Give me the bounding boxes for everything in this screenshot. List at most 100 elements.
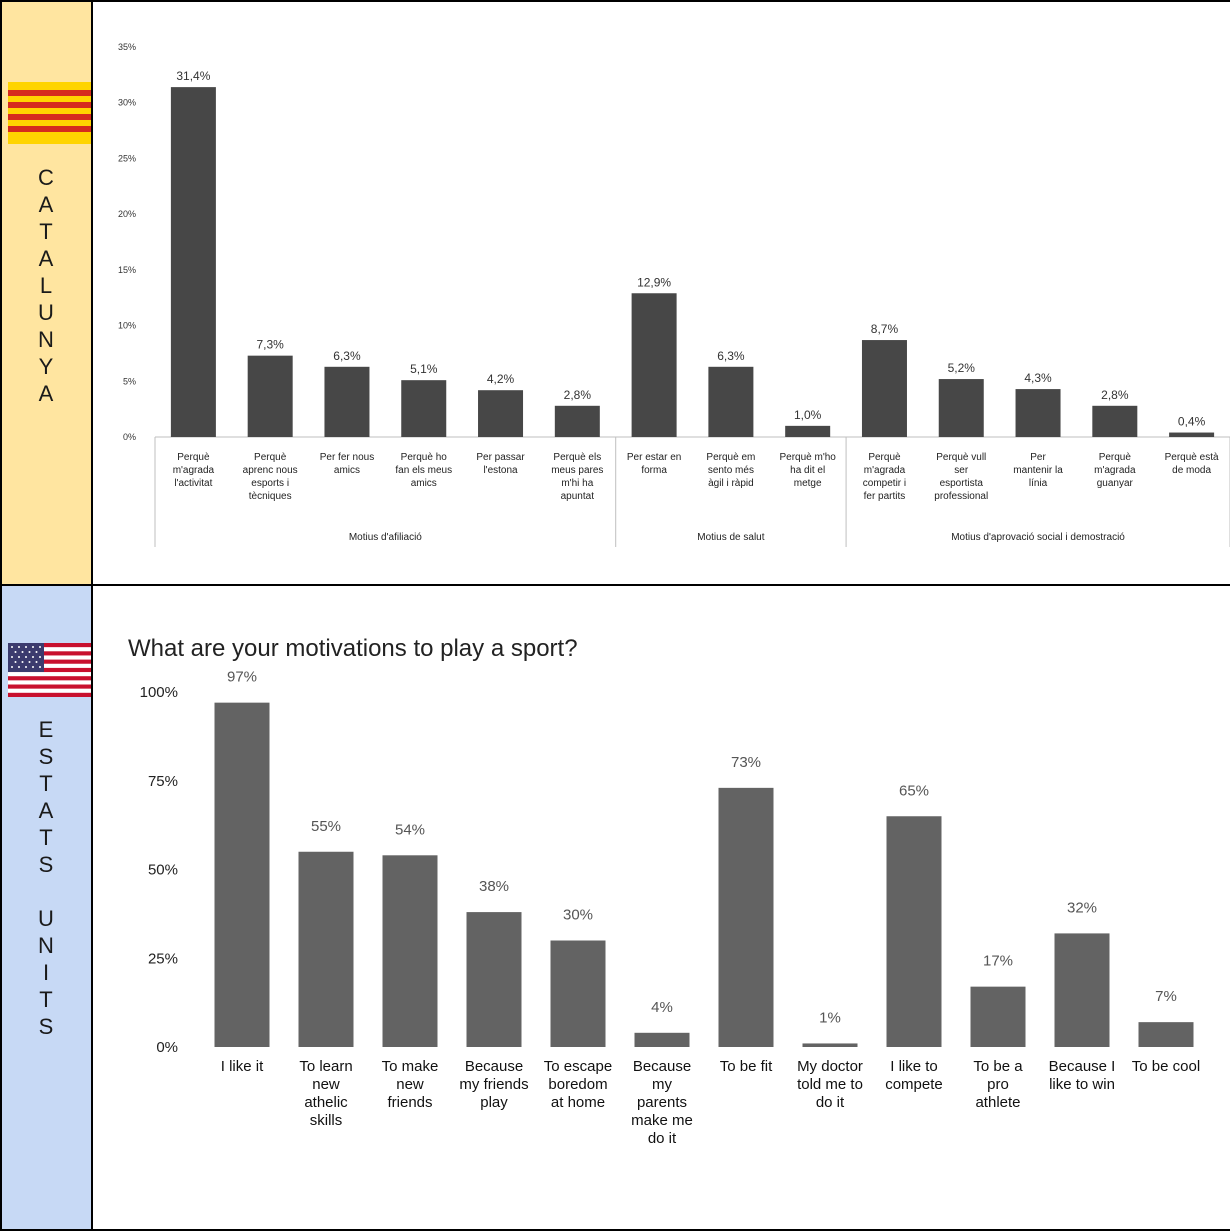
category-label: m'agrada (173, 465, 215, 476)
bar (478, 390, 524, 437)
usa-flag-icon (8, 643, 92, 697)
category-label: To learn (299, 1058, 352, 1075)
category-label: athelic (304, 1094, 348, 1111)
data-label: 4% (651, 999, 673, 1016)
bar (1054, 933, 1110, 1047)
bar (1092, 405, 1138, 437)
category-label: my friends (459, 1076, 528, 1093)
category-label: make me (631, 1112, 693, 1129)
category-label: like to win (1049, 1076, 1115, 1093)
bar (247, 355, 293, 437)
category-label: at home (551, 1094, 605, 1111)
data-label: 5,1% (410, 362, 438, 376)
category-label: skills (310, 1112, 343, 1129)
category-label: To be cool (1132, 1058, 1200, 1075)
bar (861, 340, 907, 437)
data-label: 5,2% (948, 361, 976, 375)
bar (298, 851, 354, 1047)
category-label: m'agrada (864, 465, 906, 476)
category-label: Per estar en (627, 452, 681, 463)
data-label: 54% (395, 821, 425, 838)
data-label: 0,4% (1178, 415, 1206, 429)
category-label: de moda (1172, 465, 1211, 476)
data-label: 97% (227, 669, 257, 686)
category-label: To be fit (720, 1058, 773, 1075)
category-label: l'activitat (174, 478, 212, 489)
group-label: Motius d'afiliació (349, 532, 422, 543)
y-tick-label: 35% (118, 42, 136, 52)
bar (631, 293, 677, 437)
category-label: play (480, 1094, 508, 1111)
data-label: 7% (1155, 988, 1177, 1005)
data-label: 30% (563, 907, 593, 924)
bar (1015, 389, 1061, 437)
data-label: 4,2% (487, 372, 515, 386)
data-label: 6,3% (717, 349, 745, 363)
bar (718, 787, 774, 1047)
y-tick-label: 75% (148, 773, 178, 790)
category-label: told me to (797, 1076, 863, 1093)
category-label: professional (934, 491, 988, 502)
category-label: fer partits (864, 491, 906, 502)
bar (886, 816, 942, 1047)
category-label: mantenir la (1013, 465, 1063, 476)
category-label: Because (465, 1058, 523, 1075)
y-tick-label: 0% (123, 432, 136, 442)
category-label: pro (987, 1076, 1009, 1093)
y-tick-label: 5% (123, 376, 136, 386)
category-label: àgil i ràpid (708, 478, 754, 489)
category-label: Perquè (868, 452, 901, 463)
bar (324, 366, 370, 437)
column-divider (91, 0, 93, 1231)
data-label: 38% (479, 878, 509, 895)
category-label: Perquè m'ho (779, 452, 836, 463)
category-label: Perquè (177, 452, 210, 463)
data-label: 2,8% (564, 388, 592, 402)
category-label: amics (334, 465, 360, 476)
usa-bar-chart: What are your motivations to play a spor… (128, 635, 1200, 1147)
bar (938, 379, 984, 437)
bar (785, 425, 831, 437)
category-label: parents (637, 1094, 687, 1111)
category-label: aprenc nous (243, 465, 298, 476)
y-tick-label: 25% (118, 153, 136, 163)
data-label: 7,3% (256, 338, 284, 352)
data-label: 6,3% (333, 349, 361, 363)
category-label: new (312, 1076, 340, 1093)
category-label: ha dit el (790, 465, 825, 476)
bar (554, 405, 600, 437)
bar (802, 1043, 858, 1047)
y-tick-label: 20% (118, 209, 136, 219)
category-label: meus pares (551, 465, 603, 476)
y-tick-label: 15% (118, 265, 136, 275)
category-label: metge (794, 478, 822, 489)
data-label: 2,8% (1101, 388, 1129, 402)
group-label: Motius d'aprovació social i demostració (951, 532, 1125, 543)
bar (970, 986, 1026, 1047)
category-label: m'agrada (1094, 465, 1136, 476)
y-tick-label: 100% (140, 684, 178, 701)
category-label: To be a (973, 1058, 1023, 1075)
y-tick-label: 0% (156, 1039, 178, 1056)
category-label: ser (954, 465, 969, 476)
data-label: 65% (899, 782, 929, 799)
category-label: my (652, 1076, 672, 1093)
chart-title: What are your motivations to play a spor… (128, 635, 578, 662)
category-label: Perquè ho (401, 452, 448, 463)
data-label: 32% (1067, 899, 1097, 916)
data-label: 4,3% (1024, 371, 1052, 385)
bar (708, 366, 754, 437)
data-label: 73% (731, 754, 761, 771)
group-label: Motius de salut (697, 532, 764, 543)
category-label: athlete (975, 1094, 1020, 1111)
category-label: My doctor (797, 1058, 863, 1075)
category-label: Perquè (1099, 452, 1132, 463)
category-label: do it (648, 1130, 677, 1147)
category-label: I like to (890, 1058, 938, 1075)
category-label: Perquè em (706, 452, 755, 463)
category-label: Because (633, 1058, 691, 1075)
